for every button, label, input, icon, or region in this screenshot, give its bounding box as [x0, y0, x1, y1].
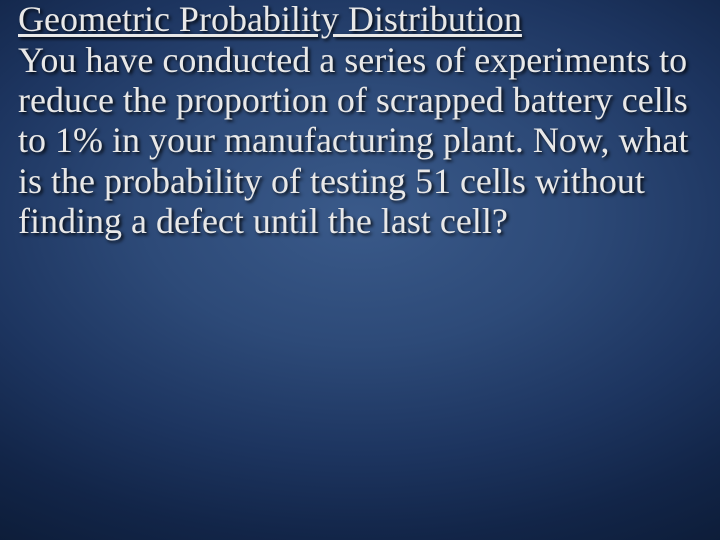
- slide-body-text: You have conducted a series of experimen…: [18, 40, 702, 242]
- slide-container: Geometric Probability Distribution You h…: [0, 0, 720, 540]
- slide-title: Geometric Probability Distribution: [18, 0, 702, 40]
